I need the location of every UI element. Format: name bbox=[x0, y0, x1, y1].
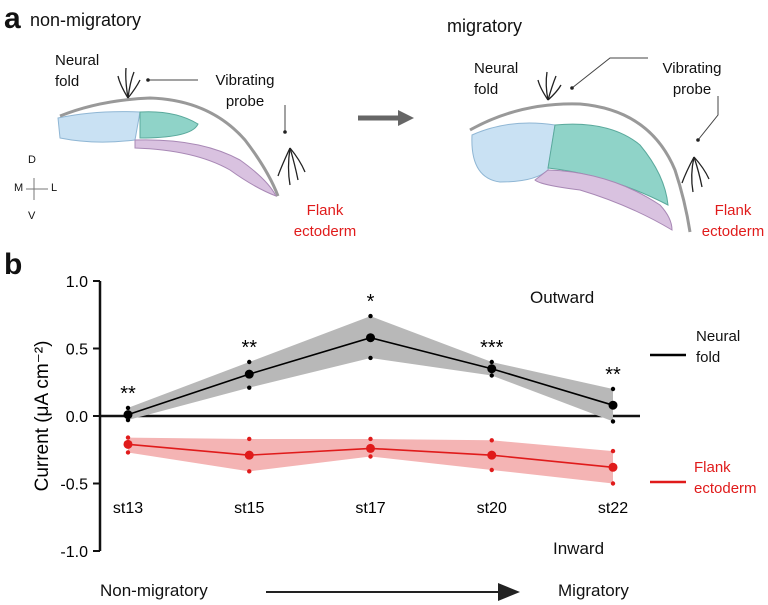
legend-label: Flank ectoderm bbox=[694, 459, 757, 497]
left-diagram bbox=[26, 67, 306, 200]
significance: ** bbox=[241, 337, 257, 359]
x-tick-label: st20 bbox=[477, 500, 507, 517]
annotation: Inward bbox=[553, 539, 605, 558]
y-tick-label: -1.0 bbox=[60, 544, 88, 561]
range-dot bbox=[610, 481, 616, 486]
right-diagram bbox=[469, 57, 719, 233]
data-point bbox=[123, 439, 133, 449]
significance: * bbox=[367, 291, 375, 313]
range-dot bbox=[610, 386, 616, 392]
panel-label: b bbox=[4, 248, 23, 281]
range-dot bbox=[247, 436, 252, 442]
data-point bbox=[608, 462, 618, 472]
significance: *** bbox=[480, 337, 504, 359]
y-tick-label: 0.0 bbox=[66, 409, 88, 426]
data-point bbox=[487, 364, 497, 374]
range-dot bbox=[368, 313, 373, 319]
axis-label: V bbox=[28, 210, 36, 222]
x-tick-label: st22 bbox=[598, 500, 628, 517]
data-point bbox=[366, 333, 375, 343]
data-point bbox=[123, 410, 133, 420]
significance: ** bbox=[605, 364, 621, 386]
range-dot bbox=[610, 419, 616, 424]
y-tick-label: -0.5 bbox=[60, 477, 88, 494]
label: Vibrating probe bbox=[662, 60, 722, 98]
significance: ** bbox=[120, 383, 136, 405]
y-tick-label: 0.5 bbox=[66, 342, 88, 359]
y-axis-label: Current (μA cm⁻²) bbox=[32, 341, 53, 492]
range-dot bbox=[368, 355, 373, 361]
error-band bbox=[128, 437, 613, 484]
axis-label: M bbox=[14, 182, 24, 194]
label: Flank ectoderm bbox=[293, 202, 357, 240]
range-dot bbox=[368, 454, 373, 459]
range-dot bbox=[125, 450, 131, 455]
panel-title: non-migratory bbox=[30, 10, 142, 30]
axis-label: L bbox=[51, 182, 58, 194]
chart: 1.0 0.5 0.0 -0.5 -1.0 Current (μA cm⁻²) st13 st… bbox=[32, 274, 686, 561]
range-dot bbox=[247, 359, 252, 365]
panel-title: migratory bbox=[447, 16, 523, 36]
label: Vibrating probe bbox=[215, 72, 275, 110]
legend-label: Neural fold bbox=[696, 328, 741, 366]
data-point bbox=[244, 369, 254, 379]
range-dot bbox=[247, 385, 252, 390]
error-band bbox=[128, 316, 613, 422]
data-point bbox=[366, 443, 375, 453]
data-point bbox=[487, 450, 497, 460]
x-tick-label: st13 bbox=[113, 500, 143, 517]
axis-label: D bbox=[28, 154, 36, 166]
range-dot bbox=[489, 438, 494, 443]
x-tick-label: st15 bbox=[234, 500, 264, 517]
label: Neural fold bbox=[474, 60, 519, 98]
x-start-label: Non-migratory bbox=[100, 581, 208, 600]
range-dot bbox=[489, 467, 494, 473]
data-point bbox=[608, 400, 618, 410]
data-point bbox=[244, 450, 254, 460]
panel-label: a bbox=[4, 2, 21, 35]
x-end-label: Migratory bbox=[558, 581, 629, 600]
x-tick-label: st17 bbox=[355, 500, 385, 517]
range-dot bbox=[125, 435, 131, 440]
y-tick-label: 1.0 bbox=[66, 274, 88, 291]
range-dot bbox=[125, 405, 131, 411]
range-dot bbox=[489, 373, 494, 378]
label: Neural fold bbox=[55, 52, 100, 90]
label: Flank ectoderm bbox=[701, 202, 765, 240]
annotation: Outward bbox=[530, 288, 595, 307]
range-dot bbox=[368, 436, 373, 442]
range-dot bbox=[610, 448, 616, 454]
range-dot bbox=[247, 469, 252, 474]
range-dot bbox=[489, 359, 494, 365]
